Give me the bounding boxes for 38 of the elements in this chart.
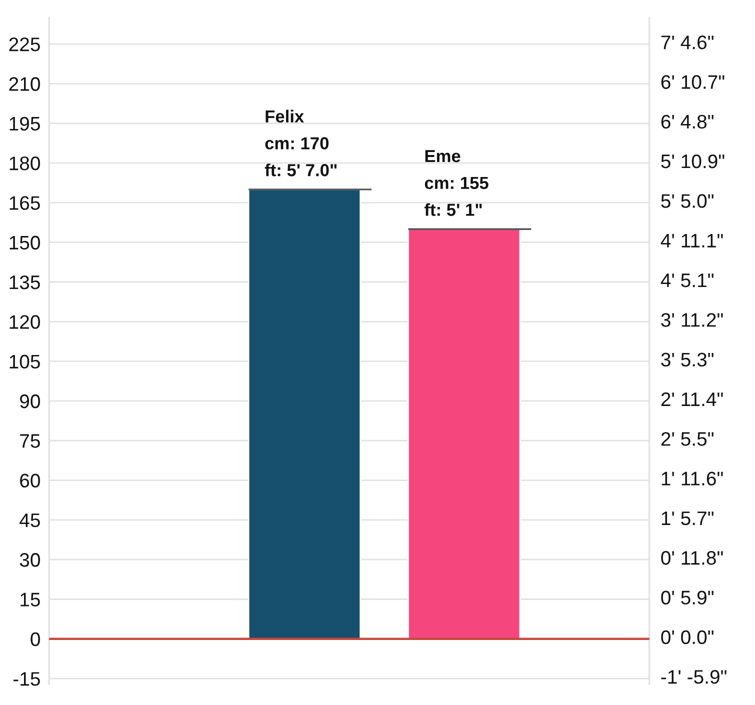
text: 3' 5.3" xyxy=(661,352,714,367)
text: 4' 11.1" xyxy=(660,234,723,248)
text: 0' 11.8" xyxy=(661,551,723,565)
x-tick-label: Eme xyxy=(425,150,460,162)
text: 0' 0.0" xyxy=(661,630,714,644)
text: 6' 10.7" xyxy=(661,75,724,89)
text: 1' 5.7" xyxy=(662,512,714,526)
y-tick-label: 90 xyxy=(20,394,40,408)
text: 3' 11.2" xyxy=(661,313,723,327)
text: 7' 4.6" xyxy=(661,36,714,50)
y-tick-label: 15 xyxy=(20,592,40,606)
text: 2' 11.4" xyxy=(661,392,723,406)
text: 4' 5.1" xyxy=(660,274,714,288)
y-tick-label: -15 xyxy=(14,672,40,686)
y-tick-label: 75 xyxy=(20,434,40,448)
text: 2' 5.5" xyxy=(661,432,714,446)
y-tick-label: 150 xyxy=(10,236,40,250)
y-tick-label: 165 xyxy=(10,196,40,210)
y-tick-label: 195 xyxy=(10,116,40,131)
text: -1' -5.9" xyxy=(661,670,726,684)
x-tick-label: Felix xyxy=(266,110,304,123)
text: 5' 10.9" xyxy=(661,154,724,168)
y-tick-label: 210 xyxy=(9,77,40,91)
text: 1' 11.6" xyxy=(662,472,723,486)
y-tick-label: 120 xyxy=(10,315,40,329)
y-tick-label: 180 xyxy=(10,156,40,170)
y-tick-label: 30 xyxy=(20,553,40,567)
text: 0' 5.9" xyxy=(661,590,714,604)
y-tick-label: 45 xyxy=(20,514,40,528)
text: 6' 4.8" xyxy=(661,114,714,129)
text: 5' 5.0" xyxy=(661,194,714,208)
data-label: cm: 155 ft: 5' 1" xyxy=(424,176,488,216)
y-tick-label: 225 xyxy=(9,38,40,52)
data-label: cm: 170 ft: 5' 7.0" xyxy=(264,137,337,176)
y-tick-label: 60 xyxy=(20,474,40,488)
y-tick-label: 105 xyxy=(10,354,40,369)
y-tick-label: 0 xyxy=(30,632,40,646)
y-tick-label: 135 xyxy=(10,275,40,290)
